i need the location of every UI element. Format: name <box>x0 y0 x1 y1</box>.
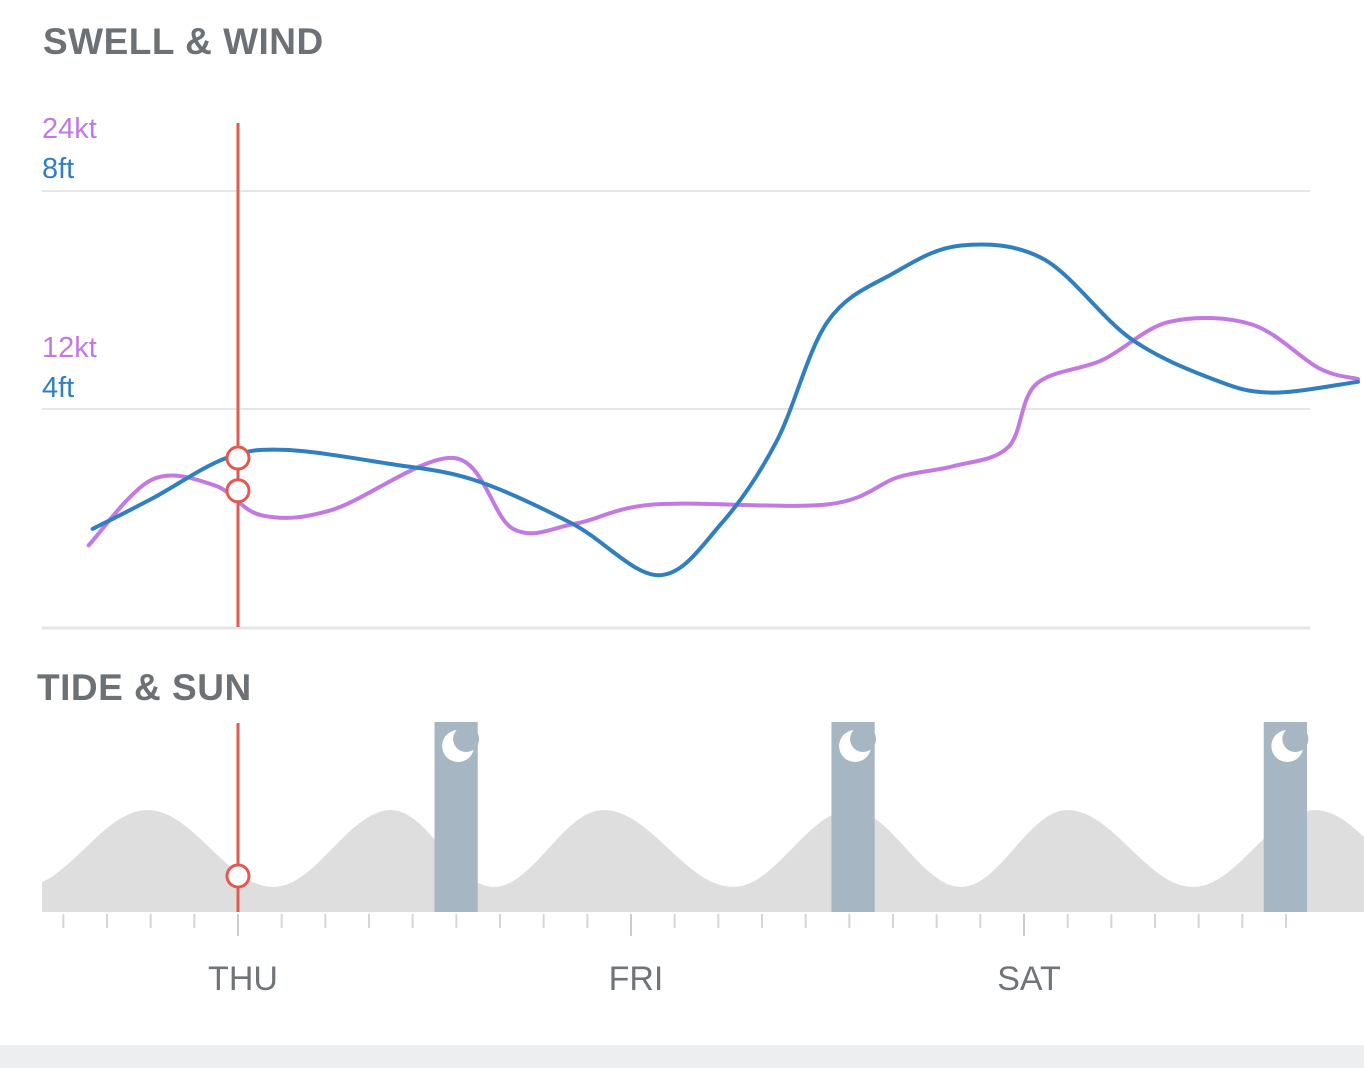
swell-axis-label-high: 8ft <box>42 153 75 185</box>
day-label-fri: FRI <box>608 960 664 998</box>
moon-icon <box>1271 726 1309 762</box>
wind-line <box>86 315 1360 548</box>
wind-cursor-marker <box>225 478 251 504</box>
wind-axis-label-mid: 12kt <box>42 332 97 364</box>
wind-axis-label-high: 24kt <box>42 113 97 145</box>
swell-line <box>90 242 1360 578</box>
tide-sun-title: TIDE & SUN <box>37 667 252 708</box>
swell-cursor-marker <box>225 445 251 471</box>
bottom-divider <box>0 1045 1364 1068</box>
forecast-chart[interactable] <box>0 0 1364 1045</box>
swell-axis-label-mid: 4ft <box>42 372 75 404</box>
moon-icon <box>442 726 480 762</box>
moon-icon <box>839 726 877 762</box>
tide-area <box>42 810 1364 912</box>
day-label-sat: SAT <box>997 960 1061 998</box>
day-label-thu: THU <box>208 960 278 998</box>
swell-wind-title: SWELL & WIND <box>43 21 324 62</box>
tide-cursor-marker <box>225 863 251 889</box>
